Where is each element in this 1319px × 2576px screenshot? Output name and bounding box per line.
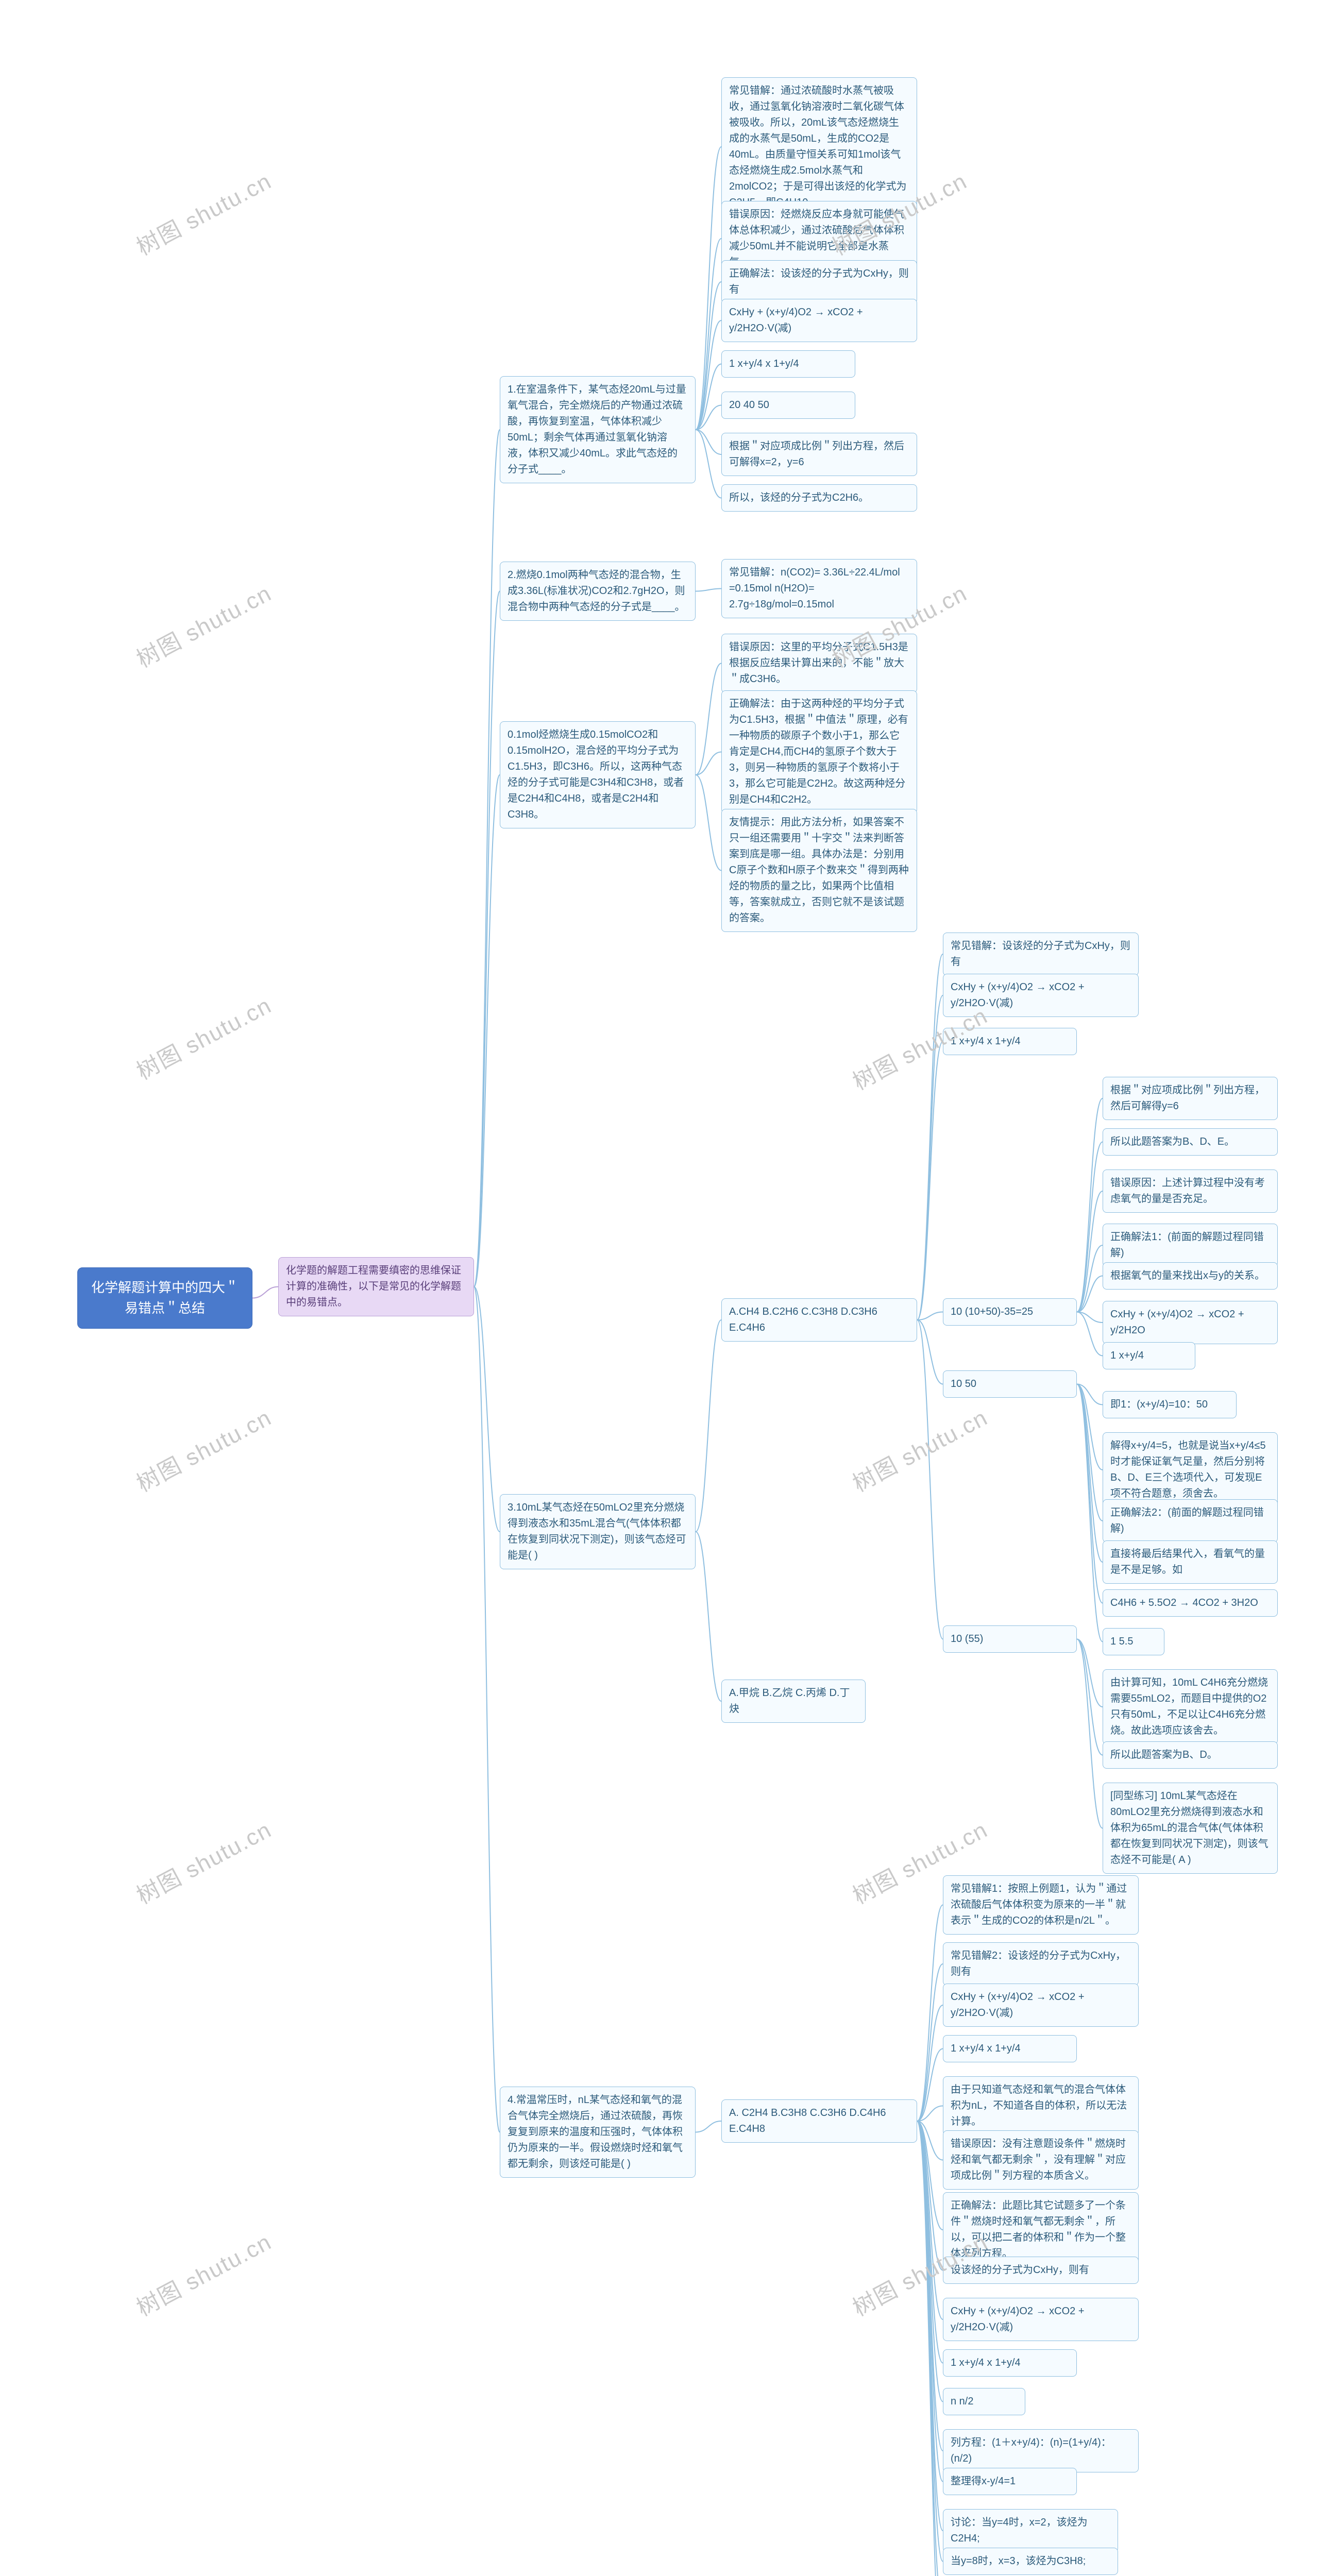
q4-options[interactable]: A. C2H4 B.C3H8 C.C3H6 D.C4H6 E.C4H8 bbox=[721, 2099, 917, 2143]
question-2[interactable]: 2.燃烧0.1mol两种气态烃的混合物，生成3.36L(标准状况)CO2和2.7… bbox=[500, 562, 696, 621]
q3-options-a[interactable]: A.CH4 B.C2H6 C.C3H8 D.C3H6 E.C4H6 bbox=[721, 1298, 917, 1342]
watermark: 树图 shutu.cn bbox=[846, 1399, 993, 1498]
question-1[interactable]: 1.在室温条件下，某气态烃20mL与过量氧气混合，完全燃烧后的产物通过浓硫酸，再… bbox=[500, 376, 696, 483]
q3a-child[interactable]: 10 (10+50)-35=25 bbox=[943, 1298, 1077, 1326]
watermark: 树图 shutu.cn bbox=[130, 575, 277, 674]
q3a5-child[interactable]: C4H6 + 5.5O2 → 4CO2 + 3H2O bbox=[1103, 1589, 1278, 1617]
q3a6-child[interactable]: 由计算可知，10mL C4H6充分燃烧需要55mLO2，而题目中提供的O2只有5… bbox=[1103, 1669, 1278, 1744]
question-2-followup[interactable]: 0.1mol烃燃烧生成0.15molCO2和0.15molH2O，混合烃的平均分… bbox=[500, 721, 696, 828]
q1-child[interactable]: 所以，该烃的分子式为C2H6。 bbox=[721, 484, 917, 512]
watermark: 树图 shutu.cn bbox=[130, 987, 277, 1086]
q3a5-child[interactable]: 即1：(x+y/4)=10：50 bbox=[1103, 1391, 1237, 1418]
q2b-child[interactable]: 正确解法：由于这两种烃的平均分子式为C1.5H3，根据＂中值法＂原理，必有一种物… bbox=[721, 690, 917, 814]
q2b-child[interactable]: 错误原因：这里的平均分子式C1.5H3是根据反应结果计算出来的，不能＂放大＂成C… bbox=[721, 634, 917, 693]
q1-child[interactable]: 正确解法：设该烃的分子式为CxHy，则有 bbox=[721, 260, 917, 303]
q3a4-child[interactable]: CxHy + (x+y/4)O2 → xCO2 + y/2H2O bbox=[1103, 1301, 1278, 1344]
q1-child[interactable]: 常见错解：通过浓硫酸时水蒸气被吸收，通过氢氧化钠溶液时二氧化碳气体被吸收。所以，… bbox=[721, 77, 917, 216]
q3a4-child[interactable]: 错误原因：上述计算过程中没有考虑氧气的量是否充足。 bbox=[1103, 1170, 1278, 1213]
q4-child[interactable]: 讨论：当y=4时，x=2，该烃为C2H4; bbox=[943, 2509, 1118, 2552]
question-3[interactable]: 3.10mL某气态烃在50mLO2里充分燃烧得到液态水和35mL混合气(气体体积… bbox=[500, 1494, 696, 1569]
q3a6-child[interactable]: [同型练习] 10mL某气态烃在80mLO2里充分燃烧得到液态水和体积为65mL… bbox=[1103, 1783, 1278, 1874]
q4-child[interactable]: n n/2 bbox=[943, 2388, 1025, 2415]
q3-options-b[interactable]: A.甲烷 B.乙烷 C.丙烯 D.丁炔 bbox=[721, 1680, 866, 1723]
q4-child[interactable]: 1 x+y/4 x 1+y/4 bbox=[943, 2349, 1077, 2377]
q3a-child[interactable]: 常见错解：设该烃的分子式为CxHy，则有 bbox=[943, 933, 1139, 976]
q3a4-child[interactable]: 正确解法1：(前面的解题过程同错解) bbox=[1103, 1224, 1278, 1267]
q3a5-child[interactable]: 正确解法2：(前面的解题过程同错解) bbox=[1103, 1499, 1278, 1543]
q3a4-child[interactable]: 所以此题答案为B、D、E。 bbox=[1103, 1128, 1278, 1156]
q1-child[interactable]: CxHy + (x+y/4)O2 → xCO2 + y/2H2O·V(减) bbox=[721, 299, 917, 342]
q1-child[interactable]: 根据＂对应项成比例＂列出方程，然后可解得x=2，y=6 bbox=[721, 433, 917, 476]
q3a5-child[interactable]: 直接将最后结果代入，看氧气的量是不是足够。如 bbox=[1103, 1540, 1278, 1584]
q4-child[interactable]: 常见错解1：按照上例题1，认为＂通过浓硫酸后气体体积变为原来的一半＂就表示＂生成… bbox=[943, 1875, 1139, 1935]
q3a5-child[interactable]: 1 5.5 bbox=[1103, 1628, 1164, 1655]
mindmap-canvas: 化学解题计算中的四大＂易错点＂总结 化学题的解题工程需要缜密的思维保证计算的准确… bbox=[0, 0, 1319, 2576]
q4-child[interactable]: 设该烃的分子式为CxHy，则有 bbox=[943, 2257, 1139, 2284]
watermark: 树图 shutu.cn bbox=[130, 1811, 277, 1910]
q3a-child[interactable]: CxHy + (x+y/4)O2 → xCO2 + y/2H2O·V(减) bbox=[943, 974, 1139, 1017]
root-node[interactable]: 化学解题计算中的四大＂易错点＂总结 bbox=[77, 1267, 252, 1329]
q4-child[interactable]: 当y=8时，x=3，该烃为C3H8; bbox=[943, 2548, 1118, 2575]
watermark: 树图 shutu.cn bbox=[130, 1399, 277, 1498]
question-4[interactable]: 4.常温常压时，nL某气态烃和氧气的混合气体完全燃烧后，通过浓硫酸，再恢复复到原… bbox=[500, 2087, 696, 2178]
q3a5-child[interactable]: 解得x+y/4=5，也就是说当x+y/4≤5时才能保证氧气足量，然后分别将B、D… bbox=[1103, 1432, 1278, 1507]
q2-child[interactable]: 常见错解：n(CO2)= 3.36L÷22.4L/mol =0.15mol n(… bbox=[721, 559, 917, 618]
q4-child[interactable]: 由于只知道气态烃和氧气的混合气体体积为nL，不知道各自的体积，所以无法计算。 bbox=[943, 2076, 1139, 2136]
q4-child[interactable]: 列方程：(1＋x+y/4)：(n)=(1+y/4)：(n/2) bbox=[943, 2429, 1139, 2472]
watermark: 树图 shutu.cn bbox=[130, 163, 277, 262]
q3a-child[interactable]: 1 x+y/4 x 1+y/4 bbox=[943, 1028, 1077, 1055]
q3a4-child[interactable]: 根据＂对应项成比例＂列出方程，然后可解得y=6 bbox=[1103, 1077, 1278, 1120]
q2b-child[interactable]: 友情提示：用此方法分析，如果答案不只一组还需要用＂十字交＂法来判断答案到底是哪一… bbox=[721, 809, 917, 932]
q3a4-child[interactable]: 1 x+y/4 bbox=[1103, 1342, 1195, 1369]
level1-node[interactable]: 化学题的解题工程需要缜密的思维保证计算的准确性，以下是常见的化学解题中的易错点。 bbox=[278, 1257, 474, 1316]
q1-child[interactable]: 20 40 50 bbox=[721, 392, 855, 419]
q4-child[interactable]: 错误原因：没有注意题设条件＂燃烧时烃和氧气都无剩余＂，没有理解＂对应项成比例＂列… bbox=[943, 2130, 1139, 2190]
q4-child[interactable]: 1 x+y/4 x 1+y/4 bbox=[943, 2035, 1077, 2062]
q4-child[interactable]: CxHy + (x+y/4)O2 → xCO2 + y/2H2O·V(减) bbox=[943, 2298, 1139, 2341]
q3a4-child[interactable]: 根据氧气的量来找出x与y的关系。 bbox=[1103, 1262, 1278, 1290]
q3a-child[interactable]: 10 50 bbox=[943, 1370, 1077, 1398]
q3a6-child[interactable]: 所以此题答案为B、D。 bbox=[1103, 1741, 1278, 1769]
watermark: 树图 shutu.cn bbox=[130, 2224, 277, 2323]
q4-child[interactable]: CxHy + (x+y/4)O2 → xCO2 + y/2H2O·V(减) bbox=[943, 1984, 1139, 2027]
q3a-child[interactable]: 10 (55) bbox=[943, 1625, 1077, 1653]
q1-child[interactable]: 1 x+y/4 x 1+y/4 bbox=[721, 350, 855, 378]
q4-child[interactable]: 常见错解2：设该烃的分子式为CxHy，则有 bbox=[943, 1942, 1139, 1986]
q4-child[interactable]: 整理得x-y/4=1 bbox=[943, 2468, 1077, 2495]
